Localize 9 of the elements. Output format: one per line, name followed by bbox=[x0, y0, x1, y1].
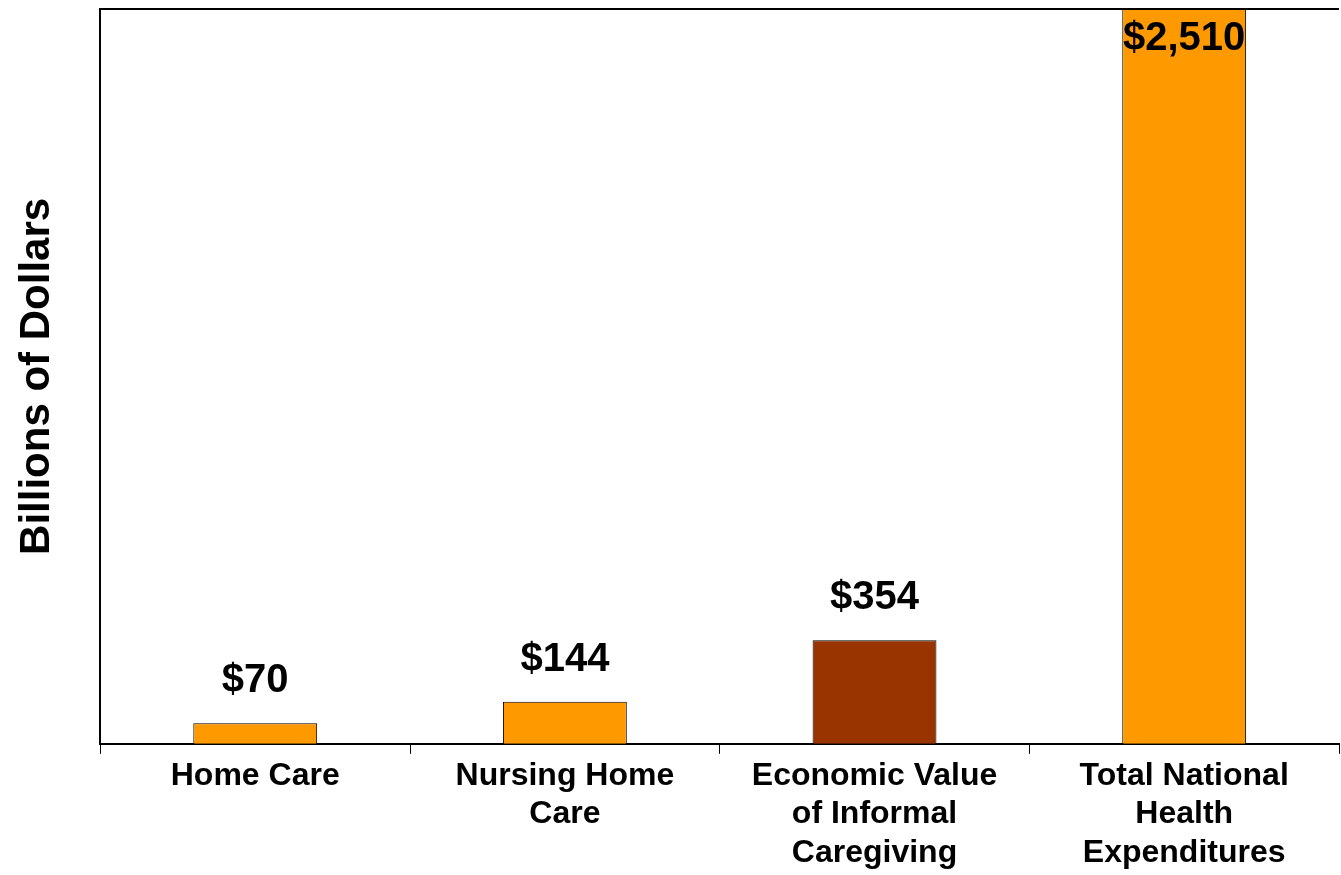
x-tick-label: Total National Health Expenditures bbox=[1079, 755, 1289, 869]
y-axis-title: Billions of Dollars bbox=[10, 197, 58, 555]
data-label: $354 bbox=[830, 573, 920, 618]
x-tick-label: Nursing Home Care bbox=[455, 755, 675, 831]
x-tick-label: Economic Value of Informal Caregiving bbox=[751, 755, 998, 869]
data-label: $2,510 bbox=[1123, 14, 1246, 59]
data-label: $144 bbox=[520, 634, 611, 679]
x-tick-label: Home Care bbox=[170, 755, 340, 792]
data-label: $70 bbox=[221, 656, 289, 701]
